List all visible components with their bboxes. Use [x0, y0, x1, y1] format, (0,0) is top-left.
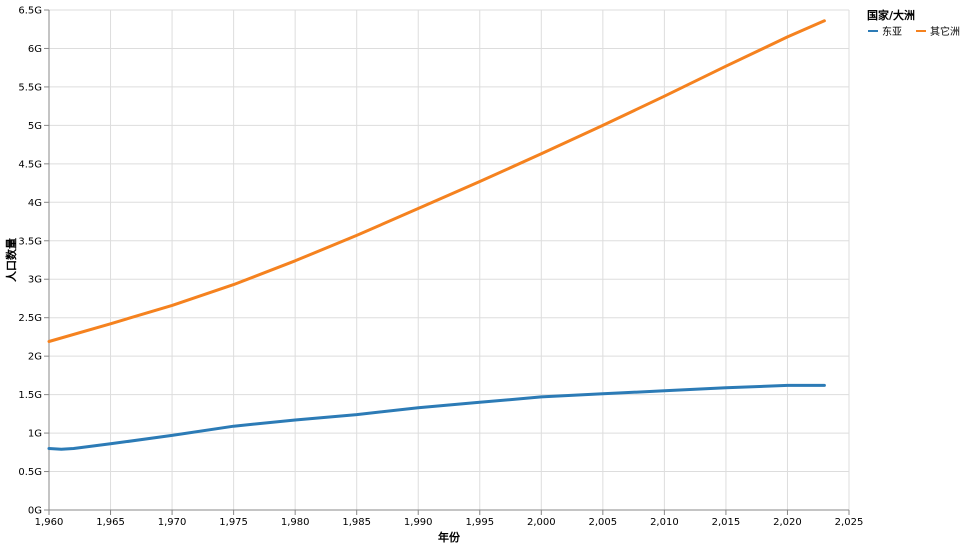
x-tick-label: 1,960 [35, 517, 64, 528]
y-tick-label: 2.5G [18, 313, 42, 324]
x-tick-label: 1,995 [465, 517, 494, 528]
y-tick-label: 3G [28, 275, 42, 286]
x-tick-label: 2,000 [527, 517, 556, 528]
y-tick-label: 0.5G [18, 467, 42, 478]
x-tick-label: 2,015 [712, 517, 741, 528]
x-tick-label: 1,975 [219, 517, 248, 528]
x-tick-label: 1,980 [281, 517, 310, 528]
x-axis-title: 年份 [438, 530, 461, 544]
y-tick-label: 1.5G [18, 390, 42, 401]
x-tick-label: 1,965 [96, 517, 125, 528]
y-tick-label: 4.5G [18, 159, 42, 170]
y-tick-label: 3.5G [18, 236, 42, 247]
x-tick-label: 2,020 [773, 517, 802, 528]
y-tick-label: 2G [28, 352, 42, 363]
legend-label: 其它洲 [930, 25, 960, 38]
axes: 1,960 1,965 1,970 1,975 1,980 1,985 1,990 1,995… [4, 6, 863, 545]
grid [48, 9, 850, 511]
y-tick-label: 5.5G [18, 82, 42, 93]
x-tick-label: 2,025 [835, 517, 864, 528]
y-tick-label: 1G [28, 429, 42, 440]
y-axis-title: 人口数量 [4, 238, 18, 282]
series-line-其它洲 [47, 19, 826, 343]
legend-title: 国家/大洲 [867, 8, 915, 22]
y-tick-label: 4G [28, 198, 42, 209]
y-tick-label: 6.5G [18, 6, 42, 17]
legend-label: 东亚 [882, 25, 902, 38]
x-tick-label: 1,985 [342, 517, 371, 528]
x-tick-label: 1,990 [404, 517, 433, 528]
y-tick-label: 5G [28, 121, 42, 132]
y-tick-label: 6G [28, 44, 42, 55]
x-tick-label: 2,010 [650, 517, 679, 528]
y-tick-label: 0G [28, 506, 42, 517]
x-tick-label: 2,005 [589, 517, 618, 528]
series-lines [47, 19, 826, 451]
x-tick-label: 1,970 [158, 517, 187, 528]
series-line-东亚 [47, 383, 826, 451]
